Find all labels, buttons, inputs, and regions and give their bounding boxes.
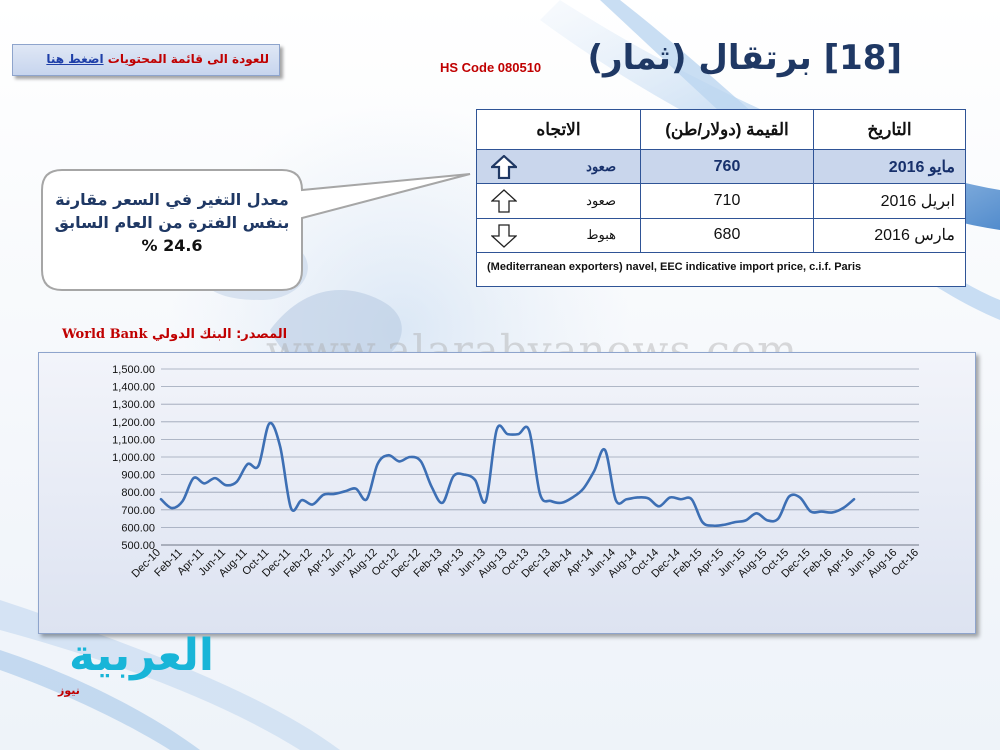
row-value: 680 bbox=[640, 217, 814, 253]
row-value: 710 bbox=[640, 183, 814, 219]
source-label: المصدر: البنك الدولي World Bank bbox=[56, 327, 287, 342]
series-line bbox=[159, 421, 856, 528]
back-link[interactable]: اضغط هنا bbox=[46, 52, 104, 66]
up-arrow-icon bbox=[491, 155, 517, 180]
row-direction: صعود bbox=[586, 193, 616, 208]
source-en: World Bank bbox=[62, 327, 148, 342]
y-tick-label: 1,500.00 bbox=[112, 364, 155, 376]
row-value: 760 bbox=[640, 149, 814, 185]
table-note: (Mediterranean exporters) navel, EEC ind… bbox=[476, 251, 966, 288]
y-tick-label: 500.00 bbox=[121, 540, 155, 552]
callout-bubble bbox=[41, 169, 471, 291]
row-date: مارس 2016 bbox=[813, 217, 966, 253]
table-header-row: التاريخ القيمة (دولار/طن) الاتجاه bbox=[476, 108, 966, 151]
callout-percent: 24.6 % bbox=[141, 236, 203, 255]
row-date: ابريل 2016 bbox=[813, 183, 966, 219]
header-direction: الاتجاه bbox=[476, 108, 641, 151]
header-date: التاريخ bbox=[813, 108, 966, 151]
table-row: ابريل 2016 710 صعود bbox=[476, 183, 966, 219]
y-tick-label: 1,100.00 bbox=[112, 434, 155, 446]
row-date: مايو 2016 bbox=[813, 149, 966, 185]
y-tick-label: 800.00 bbox=[121, 487, 155, 499]
table-note-row: (Mediterranean exporters) navel, EEC ind… bbox=[476, 251, 966, 288]
y-tick-label: 1,000.00 bbox=[112, 452, 155, 464]
chart-panel: 500.00 600.00 700.00 800.00 900.00 1,000.00 1,… bbox=[38, 352, 976, 634]
row-direction-cell: صعود bbox=[476, 183, 641, 219]
callout-text: معدل التغير في السعر مقارنة بنفس الفترة … bbox=[48, 188, 296, 257]
y-tick-label: 1,400.00 bbox=[112, 382, 155, 394]
up-arrow-icon bbox=[491, 189, 517, 214]
y-tick-label: 1,300.00 bbox=[112, 399, 155, 411]
price-table: التاريخ القيمة (دولار/طن) الاتجاه مايو 2… bbox=[476, 108, 966, 288]
callout-line2: بنفس الفترة من العام السابق bbox=[54, 213, 290, 232]
logo-sub: نيوز bbox=[58, 684, 80, 697]
table-row: مارس 2016 680 هبوط bbox=[476, 217, 966, 253]
header-value: القيمة (دولار/طن) bbox=[640, 108, 814, 151]
logo-text: العربية bbox=[69, 630, 215, 681]
callout-line1: معدل التغير في السعر مقارنة bbox=[55, 190, 289, 209]
source-ar: المصدر: البنك الدولي bbox=[152, 327, 288, 342]
back-to-contents-box: للعودة الى قائمة المحتويات اضغط هنا bbox=[12, 44, 280, 76]
row-direction: هبوط bbox=[586, 227, 616, 243]
back-text: للعودة الى قائمة المحتويات bbox=[107, 52, 269, 66]
row-direction-cell: صعود bbox=[476, 149, 641, 185]
y-tick-label: 1,200.00 bbox=[112, 417, 155, 429]
row-direction-cell: هبوط bbox=[476, 217, 641, 253]
down-arrow-icon bbox=[491, 223, 517, 248]
y-tick-label: 600.00 bbox=[121, 522, 155, 534]
table-row: مايو 2016 760 صعود bbox=[476, 149, 966, 185]
line-chart: 500.00 600.00 700.00 800.00 900.00 1,000.00 1,… bbox=[112, 364, 921, 580]
row-direction: صعود bbox=[586, 158, 616, 174]
page-title: [18] برتقال (ثمار) bbox=[587, 38, 903, 78]
hs-code: HS Code 080510 bbox=[440, 60, 542, 75]
y-tick-label: 700.00 bbox=[121, 505, 155, 517]
y-tick-label: 900.00 bbox=[121, 470, 155, 482]
logo: العربية نيوز bbox=[54, 630, 215, 700]
